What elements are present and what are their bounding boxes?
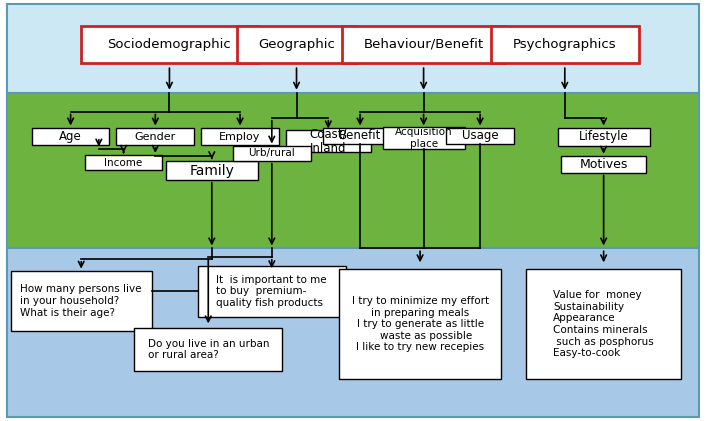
- Text: Usage: Usage: [462, 130, 498, 142]
- Text: Sociodemographic: Sociodemographic: [107, 38, 232, 51]
- Text: Family: Family: [189, 163, 234, 178]
- Text: It  is important to me
to buy  premium-
quality fish products: It is important to me to buy premium- qu…: [217, 275, 327, 308]
- FancyBboxPatch shape: [323, 128, 397, 144]
- FancyBboxPatch shape: [383, 127, 465, 149]
- FancyBboxPatch shape: [286, 130, 371, 152]
- Text: Income: Income: [104, 157, 143, 168]
- FancyBboxPatch shape: [237, 26, 357, 63]
- FancyBboxPatch shape: [561, 156, 646, 173]
- FancyBboxPatch shape: [134, 328, 282, 371]
- Text: Value for  money
Sustainability
Appearance
Contains minerals
 such as posphorus
: Value for money Sustainability Appearanc…: [554, 290, 654, 358]
- FancyBboxPatch shape: [233, 146, 311, 161]
- FancyBboxPatch shape: [7, 4, 699, 93]
- Text: Behaviour/Benefit: Behaviour/Benefit: [364, 38, 484, 51]
- FancyBboxPatch shape: [198, 266, 346, 317]
- FancyBboxPatch shape: [491, 26, 639, 63]
- FancyBboxPatch shape: [558, 128, 650, 146]
- Text: Geographic: Geographic: [258, 38, 335, 51]
- FancyBboxPatch shape: [166, 161, 258, 180]
- FancyBboxPatch shape: [116, 128, 194, 145]
- Text: Coast/
Inland: Coast/ Inland: [309, 127, 347, 155]
- FancyBboxPatch shape: [7, 248, 699, 417]
- Text: I try to minimize my effort
in preparing meals
I try to generate as little
    w: I try to minimize my effort in preparing…: [352, 296, 489, 352]
- Text: Motives: Motives: [580, 158, 628, 171]
- Text: Psychographics: Psychographics: [513, 38, 616, 51]
- Text: How many persons live
in your household?
What is their age?: How many persons live in your household?…: [20, 285, 142, 317]
- Text: Gender: Gender: [135, 132, 176, 142]
- FancyBboxPatch shape: [526, 269, 681, 379]
- Text: Lifestyle: Lifestyle: [579, 131, 628, 143]
- FancyBboxPatch shape: [81, 26, 258, 63]
- FancyBboxPatch shape: [342, 26, 505, 63]
- Text: Age: Age: [59, 131, 82, 143]
- Text: Employ: Employ: [220, 132, 261, 142]
- FancyBboxPatch shape: [11, 271, 152, 331]
- Text: Benefit: Benefit: [339, 130, 381, 142]
- FancyBboxPatch shape: [7, 93, 699, 248]
- FancyBboxPatch shape: [85, 155, 162, 170]
- FancyBboxPatch shape: [201, 128, 279, 145]
- FancyBboxPatch shape: [446, 128, 514, 144]
- Text: Acquisition
place: Acquisition place: [395, 127, 453, 149]
- FancyBboxPatch shape: [339, 269, 501, 379]
- Text: Do you live in an urban
or rural area?: Do you live in an urban or rural area?: [148, 338, 269, 360]
- Text: Urb/rural: Urb/rural: [249, 148, 295, 158]
- FancyBboxPatch shape: [32, 128, 109, 145]
